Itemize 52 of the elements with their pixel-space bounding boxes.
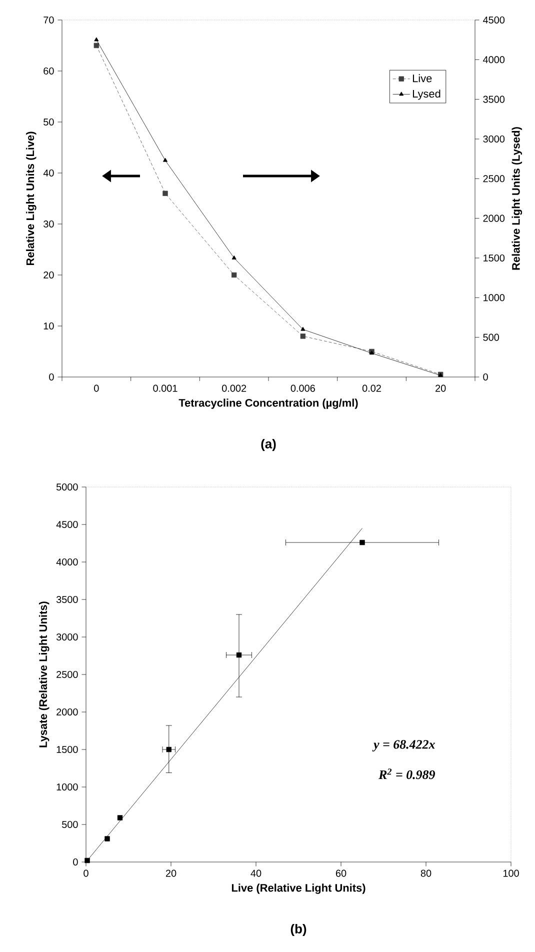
legend-label: Lysed bbox=[412, 90, 440, 100]
y2-tick-label: 4000 bbox=[483, 56, 505, 64]
text: (a) bbox=[261, 438, 276, 452]
y-tick-label: 4000 bbox=[56, 558, 78, 566]
x-tick-label: 0 bbox=[84, 870, 88, 877]
x-tick-label: 80 bbox=[420, 870, 432, 877]
y-axis-title: Lysate (Relative Light Units) bbox=[38, 602, 50, 748]
annotation: R$^{2}$ = 0.989 bbox=[378, 768, 436, 780]
y2-tick-label: 3000 bbox=[483, 135, 505, 143]
x-tick-label: 20 bbox=[436, 384, 446, 392]
y-tick-label: 3000 bbox=[56, 633, 78, 641]
y2-tick-label: 2500 bbox=[483, 175, 505, 182]
x-axis-title: Live (Relative Light Units) bbox=[232, 884, 366, 894]
y-tick-label: 4500 bbox=[56, 520, 78, 528]
x-tick-label: 0 bbox=[94, 384, 99, 392]
y-tick-label: 10 bbox=[44, 322, 54, 330]
y-tick-label: 3500 bbox=[56, 596, 78, 604]
y2-tick-label: 500 bbox=[483, 334, 500, 341]
text: (b) bbox=[290, 924, 306, 936]
y2-tick-label: 3500 bbox=[483, 96, 505, 103]
y-tick-label: 1500 bbox=[56, 746, 78, 754]
y-tick-label: 2500 bbox=[56, 670, 78, 678]
x-tick-label: 20 bbox=[166, 870, 176, 877]
x-tick-label: 0.001 bbox=[153, 384, 178, 392]
y2-tick-label: 0 bbox=[483, 373, 488, 381]
legend-label: Live bbox=[412, 74, 432, 82]
y-tick-label: 70 bbox=[44, 16, 54, 24]
y-axis-title: Relative Light Units (Live) bbox=[26, 132, 36, 266]
y2-tick-label: 4500 bbox=[483, 16, 505, 24]
x-tick-label: 0.006 bbox=[290, 384, 315, 392]
x-tick-label: 0.002 bbox=[222, 384, 246, 392]
y-tick-label: 0 bbox=[73, 858, 78, 866]
x-tick-label: 0.02 bbox=[362, 384, 381, 392]
y-tick-label: 2000 bbox=[56, 708, 78, 716]
y-tick-label: 5000 bbox=[56, 483, 78, 491]
y-tick-label: 0 bbox=[49, 373, 54, 381]
y-tick-label: 500 bbox=[62, 820, 78, 828]
y-tick-label: 40 bbox=[43, 169, 54, 177]
y2-tick-label: 2000 bbox=[483, 214, 505, 222]
y-tick-label: 20 bbox=[44, 271, 54, 279]
y-tick-label: 50 bbox=[44, 118, 54, 126]
x-tick-label: 100 bbox=[503, 870, 519, 877]
y2-axis-title: Relative Light Units (Lysed) bbox=[512, 127, 522, 270]
y2-tick-label: 1500 bbox=[484, 254, 505, 262]
y-tick-label: 60 bbox=[44, 67, 54, 75]
x-tick-label: 40 bbox=[250, 870, 262, 877]
y-tick-label: 1000 bbox=[56, 783, 78, 791]
annotation: y = 68.422x bbox=[372, 740, 435, 752]
y-tick-label: 30 bbox=[44, 220, 54, 228]
x-axis-title: Tetracycline Concentration (µg/ml) bbox=[178, 398, 358, 409]
y2-tick-label: 1000 bbox=[484, 294, 505, 302]
x-tick-label: 60 bbox=[336, 870, 346, 877]
